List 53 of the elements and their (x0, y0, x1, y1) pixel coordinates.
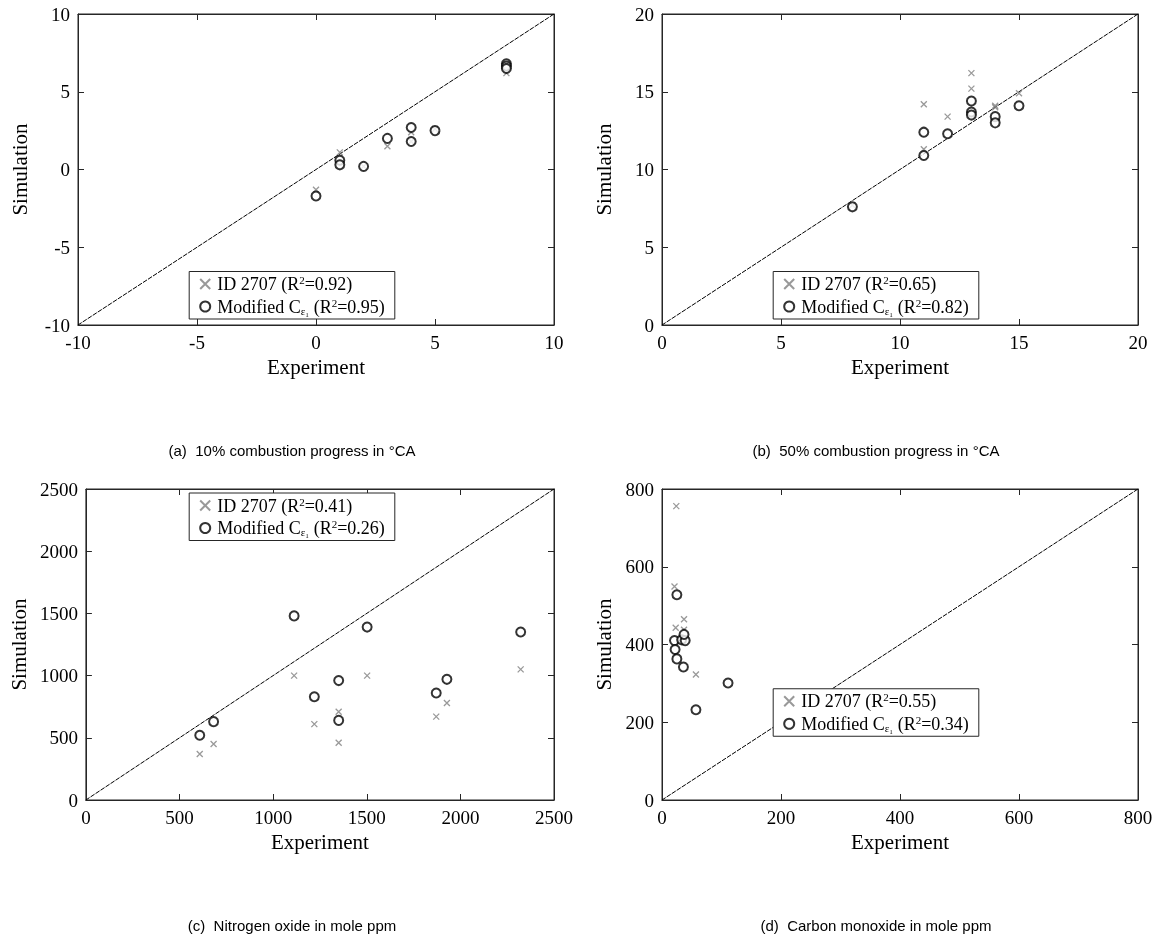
y-tick-label: 10 (51, 3, 70, 25)
x-tick-label: 2000 (441, 807, 480, 828)
y-tick-label: 15 (635, 81, 654, 103)
y-tick-label: 0 (60, 159, 70, 180)
y-tick-label: 1000 (39, 665, 78, 687)
x-tick-label: 200 (766, 807, 796, 828)
y-tick-label: 10 (635, 159, 654, 180)
y-tick-label: 20 (635, 3, 654, 25)
x-tick-label: 5 (776, 332, 786, 353)
y-tick-label: 200 (625, 711, 654, 733)
y-tick-label: 5 (644, 236, 654, 258)
y-axis-title: Simulation (6, 597, 31, 691)
y-tick-label: 2000 (39, 540, 78, 562)
x-axis-title: Experiment (851, 355, 950, 380)
y-tick-label: 500 (49, 727, 78, 749)
y-tick-label: 0 (644, 789, 654, 811)
x-axis-title: Experiment (270, 830, 370, 855)
x-tick-label: 0 (657, 332, 667, 353)
x-tick-label: 1000 (254, 807, 293, 828)
x-tick-label: 20 (1128, 332, 1148, 353)
y-axis-title: Simulation (7, 122, 32, 216)
y-axis-title: Simulation (591, 597, 616, 691)
y-tick-label: 0 (644, 314, 654, 336)
x-tick-label: 400 (885, 807, 915, 828)
x-tick-label: 10 (890, 332, 910, 353)
x-tick-label: 2500 (535, 807, 573, 828)
x-tick-label: 15 (1009, 332, 1029, 353)
x-tick-label: 10 (544, 332, 564, 353)
x-tick-label: 5 (430, 332, 440, 353)
x-tick-label: 0 (311, 332, 321, 353)
text: (c) Nitrogen oxide in mole ppm (187, 917, 397, 934)
y-axis-title: Simulation (591, 122, 616, 216)
x-tick-label: -5 (189, 332, 205, 353)
y-tick-label: 2500 (39, 478, 78, 500)
x-tick-label: 1500 (347, 807, 386, 828)
x-tick-label: 500 (165, 807, 194, 828)
text: (d) Carbon monoxide in mole ppm (760, 917, 992, 934)
y-tick-label: 0 (68, 789, 78, 811)
x-tick-label: 800 (1123, 807, 1153, 828)
y-tick-label: 400 (625, 634, 654, 655)
x-axis-title: Experiment (851, 830, 950, 855)
x-tick-label: 0 (657, 807, 667, 828)
y-tick-label: -10 (44, 314, 70, 336)
text: (a) 10% combustion progress in °CA (168, 442, 416, 459)
y-tick-label: 5 (60, 81, 70, 103)
y-tick-label: 800 (625, 478, 654, 500)
text: (b) 50% combustion progress in °CA (752, 442, 1000, 459)
x-tick-label: 600 (1004, 807, 1034, 828)
x-axis-title: Experiment (267, 355, 366, 380)
y-tick-label: 1500 (39, 602, 78, 624)
x-tick-label: 0 (81, 807, 91, 828)
y-tick-label: 600 (625, 556, 654, 578)
y-tick-label: -5 (54, 236, 70, 258)
